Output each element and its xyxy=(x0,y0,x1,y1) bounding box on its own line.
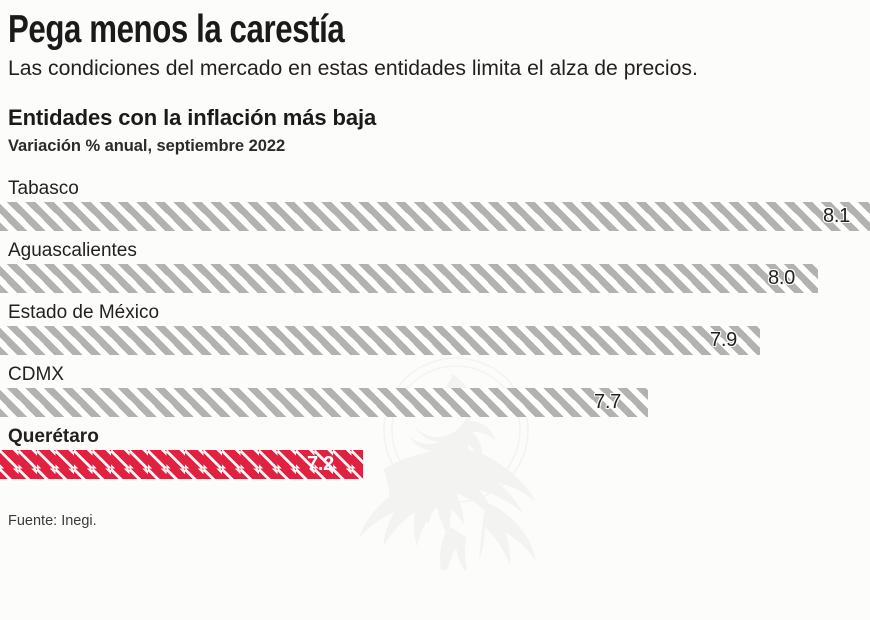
bar[interactable] xyxy=(0,264,818,294)
bar-value-label: 8.0 xyxy=(768,267,795,290)
bar-track: 7.2 xyxy=(0,450,862,480)
bar-track: 7.7 xyxy=(0,388,862,418)
bar-row: CDMX 7.7 xyxy=(0,364,862,418)
bar-highlight[interactable] xyxy=(0,450,363,480)
header: Pega menos la carestía Las condiciones d… xyxy=(0,0,870,81)
footer: Fuente: Inegi. xyxy=(0,513,870,529)
bar-row: Estado de México 7.9 xyxy=(0,302,862,356)
page-subtitle: Las condiciones del mercado en estas ent… xyxy=(8,55,698,80)
chart-title: Entidades con la inflación más baja xyxy=(8,105,377,131)
bar-category-label: Aguascalientes xyxy=(8,240,137,262)
bar-track: 7.9 xyxy=(0,326,862,356)
chart-block: Entidades con la inflación más baja Vari… xyxy=(0,105,870,480)
bar[interactable] xyxy=(0,202,870,232)
bar-value-label: 7.7 xyxy=(594,391,621,414)
bar-category-label: Querétaro xyxy=(8,426,99,448)
bar-chart: Tabasco 8.1 Aguascalientes 8.0 Estado de Méx… xyxy=(0,178,870,480)
bar[interactable] xyxy=(0,388,648,418)
source-note: Fuente: Inegi. xyxy=(8,513,97,530)
bar-category-label: CDMX xyxy=(8,364,64,386)
bar-value-label: 7.9 xyxy=(710,329,737,352)
chart-subtitle: Variación % anual, septiembre 2022 xyxy=(8,137,286,156)
infographic-page: Pega menos la carestía Las condiciones d… xyxy=(0,0,870,529)
bar[interactable] xyxy=(0,326,760,356)
bar-row: Aguascalientes 8.0 xyxy=(0,240,862,294)
page-title: Pega menos la carestía xyxy=(8,8,345,51)
bar-category-label: Tabasco xyxy=(8,178,79,200)
bar-value-label: 7.2 xyxy=(307,453,334,476)
bar-row: Tabasco 8.1 xyxy=(0,178,870,232)
bar-track: 8.1 xyxy=(0,202,870,232)
bar-category-label: Estado de México xyxy=(8,302,160,324)
bar-track: 8.0 xyxy=(0,264,862,294)
bar-value-label: 8.1 xyxy=(823,205,850,228)
bar-row: Querétaro 7.2 xyxy=(0,426,862,480)
